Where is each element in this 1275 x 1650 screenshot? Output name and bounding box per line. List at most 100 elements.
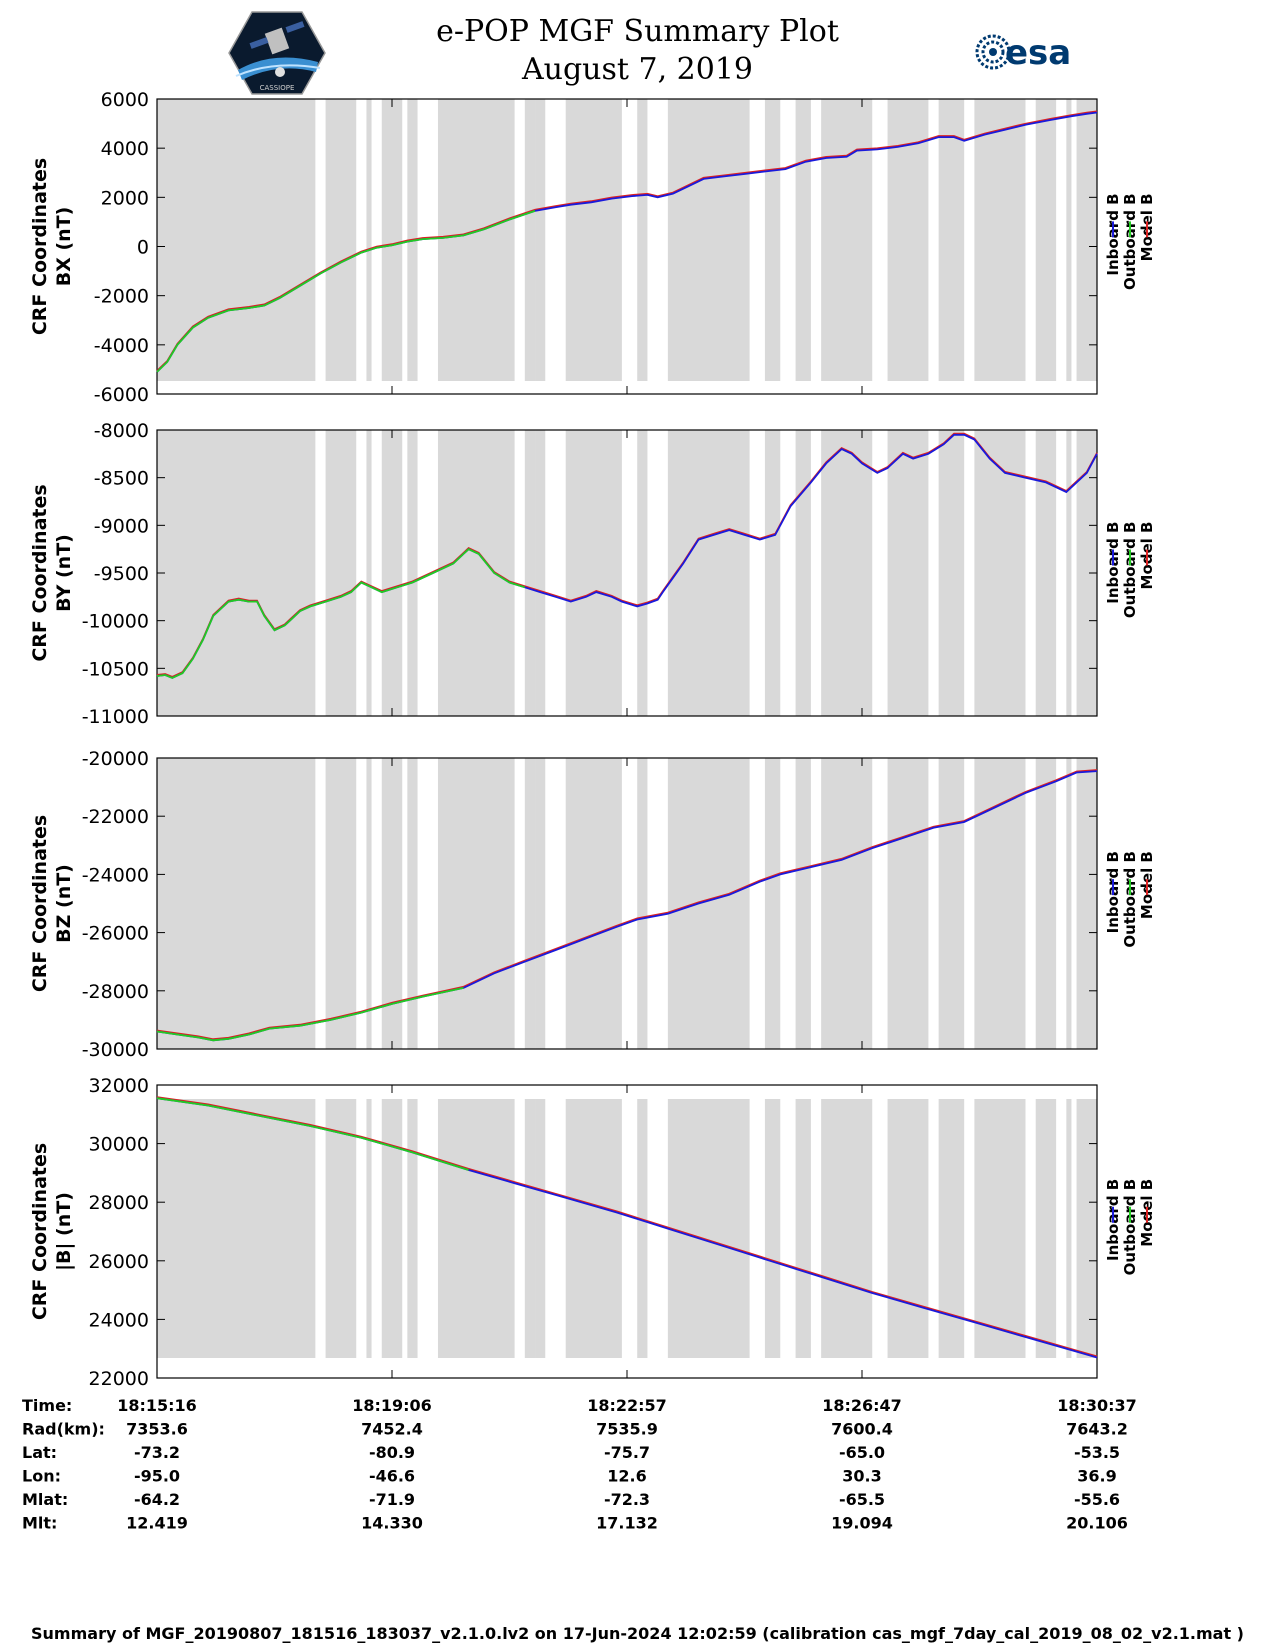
by-gap-band: [1035, 430, 1057, 716]
table-cell: 30.3: [842, 1467, 881, 1486]
table-cell: -65.0: [839, 1443, 885, 1462]
bx-gap-band: [1035, 99, 1057, 381]
bz-ytick-label: -20000: [82, 748, 149, 770]
bx-ytick-label: -6000: [94, 384, 149, 406]
by-gap-band: [437, 430, 515, 716]
by-gap-band: [535, 430, 546, 716]
table-cell: 7600.4: [831, 1420, 893, 1439]
table-cell: -46.6: [369, 1467, 415, 1486]
by-gap-band: [637, 430, 648, 716]
table-cell: -95.0: [134, 1467, 180, 1486]
bz-gap-band: [565, 758, 622, 1049]
bz-gap-band: [381, 758, 403, 1049]
bx-gap-band: [157, 99, 316, 381]
bx-gap-band: [437, 99, 515, 381]
bz-ytick-label: -26000: [82, 923, 149, 945]
btotal-legend-label: Outboard B: [1121, 1179, 1139, 1276]
bz-gap-band: [1076, 758, 1097, 1049]
bz-gap-band: [535, 758, 546, 1049]
table-row-label: Rad(km):: [22, 1420, 105, 1439]
table-cell: -64.2: [134, 1490, 180, 1509]
bz-ytick-label: -30000: [82, 1039, 149, 1061]
table-cell: -73.2: [134, 1443, 180, 1462]
bx-gap-band: [637, 99, 648, 381]
btotal-gap-band: [157, 1099, 316, 1358]
table-row-label: Mlt:: [22, 1514, 57, 1533]
by-legend-label: Outboard B: [1121, 522, 1139, 619]
bx-gap-band: [667, 99, 750, 381]
bx-gap-band: [764, 99, 781, 381]
by-gap-band: [1066, 430, 1072, 716]
cassiope-logo: CASSIOPE: [228, 11, 326, 95]
bz-gap-band: [325, 758, 357, 1049]
by-gap-band: [667, 430, 750, 716]
by-gap-band: [407, 430, 418, 716]
table-cell: -55.6: [1074, 1490, 1120, 1509]
btotal-outboard-line: [156, 1097, 469, 1171]
by-gap-band: [764, 430, 781, 716]
bz-gap-band: [795, 758, 811, 1049]
bx-gap-band: [938, 99, 965, 381]
bz-gap-band: [938, 758, 965, 1049]
plot-title: e-POP MGF Summary Plot: [436, 14, 839, 49]
bx-ytick-label: 0: [137, 237, 149, 259]
btotal-gap-band: [407, 1099, 418, 1358]
bz-ytick-label: -24000: [82, 864, 149, 886]
table-cell: 7535.9: [596, 1420, 658, 1439]
bx-gap-band: [381, 99, 403, 381]
btotal-gap-band: [974, 1099, 1026, 1358]
btotal-ytick-label: 26000: [89, 1251, 149, 1273]
btotal-gap-band: [1066, 1099, 1072, 1358]
bz-gap-band: [821, 758, 873, 1049]
btotal-gap-band: [565, 1099, 622, 1358]
btotal-ylabel-line2: |B| (nT): [53, 1192, 75, 1271]
footer-summary: Summary of MGF_20190807_181516_183037_v2…: [31, 1624, 1244, 1643]
btotal-gap-band: [795, 1099, 811, 1358]
bx-ytick-label: 6000: [101, 89, 149, 111]
plot-date: August 7, 2019: [521, 52, 753, 87]
bx-model-line: [156, 110, 1098, 372]
bx-ylabel-line1: CRF Coordinates: [29, 158, 51, 335]
esa-wordmark: esa: [1005, 33, 1071, 73]
table-row-label: Lon:: [22, 1467, 61, 1486]
bz-gap-band: [637, 758, 648, 1049]
table-cell: -53.5: [1074, 1443, 1120, 1462]
table-cell: 17.132: [596, 1514, 658, 1533]
by-gap-band: [157, 430, 316, 716]
bx-gap-band: [524, 99, 536, 381]
table-cell: 7643.2: [1066, 1420, 1128, 1439]
btotal-ytick-label: 22000: [89, 1368, 149, 1390]
bz-ylabel-line1: CRF Coordinates: [29, 815, 51, 992]
table-cell: -71.9: [369, 1490, 415, 1509]
bz-ytick-label: -28000: [82, 981, 149, 1003]
btotal-gap-band: [821, 1099, 873, 1358]
bx-ytick-label: -4000: [94, 335, 149, 357]
by-ytick-label: -11000: [82, 706, 149, 728]
by-ytick-label: -8000: [94, 420, 149, 442]
table-cell: 7452.4: [361, 1420, 423, 1439]
by-ytick-label: -8500: [94, 468, 149, 490]
by-gap-band: [887, 430, 929, 716]
table-cell: 12.419: [126, 1514, 188, 1533]
btotal-gap-band: [1076, 1099, 1097, 1358]
bx-gap-band: [366, 99, 372, 381]
bz-legend-label: Outboard B: [1121, 851, 1139, 948]
bz-gap-band: [437, 758, 515, 1049]
bz-gap-band: [1066, 758, 1072, 1049]
bz-ylabel-line2: BZ (nT): [53, 864, 75, 943]
bx-gap-band: [535, 99, 546, 381]
bz-gap-band: [764, 758, 781, 1049]
table-row-label: Mlat:: [22, 1490, 68, 1509]
btotal-ytick-label: 28000: [89, 1192, 149, 1214]
bz-gap-band: [974, 758, 1026, 1049]
by-gap-band: [1076, 430, 1097, 716]
table-cell: -65.5: [839, 1490, 885, 1509]
btotal-ytick-label: 30000: [89, 1134, 149, 1156]
by-gap-band: [938, 430, 965, 716]
by-gap-band: [821, 430, 873, 716]
btotal-ylabel-line1: CRF Coordinates: [29, 1143, 51, 1320]
bz-gap-band: [1035, 758, 1057, 1049]
bz-gap-band: [157, 758, 316, 1049]
bz-model-line: [156, 769, 1098, 1040]
bx-outboard-line: [156, 210, 536, 373]
